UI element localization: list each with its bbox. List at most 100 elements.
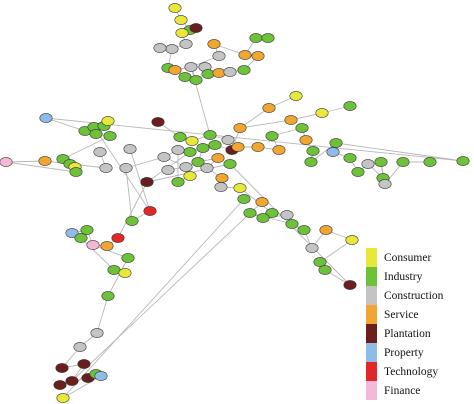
stock-node — [223, 67, 237, 77]
stock-node — [89, 129, 103, 139]
network-edge — [249, 212, 293, 225]
stock-node — [86, 240, 100, 250]
legend-label: Consumer — [384, 251, 432, 264]
stock-node — [189, 75, 203, 85]
legend-label: Finance — [384, 384, 421, 397]
stock-node — [221, 135, 235, 145]
sector-legend: Consumer Industry Construction Service Plant… — [366, 248, 472, 400]
stock-node — [251, 51, 265, 61]
stock-node — [343, 280, 357, 290]
stock-node — [174, 15, 188, 25]
stock-node — [38, 156, 52, 166]
stock-node — [196, 143, 210, 153]
stock-node — [39, 113, 53, 123]
stock-node — [207, 39, 221, 49]
network-edge — [45, 117, 86, 132]
stock-node — [179, 39, 193, 49]
stock-node — [80, 225, 94, 235]
stock-node — [262, 103, 276, 113]
stock-node — [251, 142, 265, 152]
stock-node — [65, 376, 79, 386]
stock-node — [329, 138, 343, 148]
stock-node — [151, 117, 165, 127]
stock-node — [93, 147, 107, 157]
legend-item: Technology — [366, 362, 472, 381]
stock-node — [53, 380, 67, 390]
stock-node — [223, 159, 237, 169]
stock-node — [343, 101, 357, 111]
stock-node — [161, 165, 175, 175]
network-edge — [107, 257, 129, 297]
legend-label: Service — [384, 308, 419, 321]
stock-node — [103, 131, 117, 141]
stock-node — [73, 342, 87, 352]
stock-node — [153, 43, 167, 53]
stock-node — [280, 210, 294, 220]
network-edge — [71, 201, 263, 382]
stock-node — [304, 157, 318, 167]
stock-node — [396, 157, 410, 167]
stock-node — [157, 152, 171, 162]
legend-swatch — [366, 267, 377, 286]
stock-node — [184, 62, 198, 72]
stock-node — [185, 136, 199, 146]
legend-swatch — [366, 324, 377, 343]
stock-node — [111, 233, 125, 243]
stock-node — [456, 156, 470, 166]
network-edge — [335, 142, 464, 162]
network-nodes — [0, 3, 470, 403]
stock-node — [299, 135, 313, 145]
stock-node — [123, 144, 137, 154]
legend-item: Plantation — [366, 324, 472, 343]
stock-node — [237, 194, 251, 204]
stock-node — [171, 145, 185, 155]
network-edge — [5, 160, 46, 163]
legend-swatch — [366, 248, 377, 267]
stock-node — [189, 23, 203, 33]
stock-node — [212, 51, 226, 61]
stock-node — [326, 147, 340, 157]
stock-node — [56, 393, 70, 403]
legend-swatch — [366, 381, 377, 400]
legend-swatch — [366, 305, 377, 324]
stock-node — [119, 163, 133, 173]
legend-swatch — [366, 286, 377, 305]
stock-node — [200, 163, 214, 173]
network-edge — [319, 239, 353, 263]
stock-node — [305, 243, 319, 253]
stock-node — [313, 257, 327, 267]
legend-label: Industry — [384, 270, 423, 283]
stock-node — [201, 69, 215, 79]
stock-node — [265, 208, 279, 218]
stock-node — [238, 50, 252, 60]
network-edge — [45, 117, 464, 162]
network-edge — [62, 135, 111, 160]
stock-node — [65, 228, 79, 238]
stock-node — [261, 33, 275, 43]
stock-node — [74, 233, 88, 243]
stock-node — [255, 197, 269, 207]
stock-node — [285, 219, 299, 229]
stock-node — [212, 68, 226, 78]
stock-node — [140, 177, 154, 187]
stock-node — [107, 265, 121, 275]
stock-node — [378, 179, 392, 189]
stock-node — [289, 91, 303, 101]
stock-node — [69, 167, 83, 177]
stock-node — [203, 130, 217, 140]
stock-node — [256, 213, 270, 223]
stock-node — [423, 157, 437, 167]
stock-node — [215, 173, 229, 183]
stock-node — [243, 208, 257, 218]
stock-node — [345, 235, 359, 245]
legend-label: Property — [384, 346, 424, 359]
stock-node — [374, 157, 388, 167]
stock-node — [191, 157, 205, 167]
stock-node — [231, 142, 245, 152]
network-edge — [239, 119, 292, 129]
stock-node — [237, 65, 251, 75]
network-edge — [62, 375, 102, 399]
stock-node — [343, 153, 357, 163]
stock-node — [179, 162, 193, 172]
